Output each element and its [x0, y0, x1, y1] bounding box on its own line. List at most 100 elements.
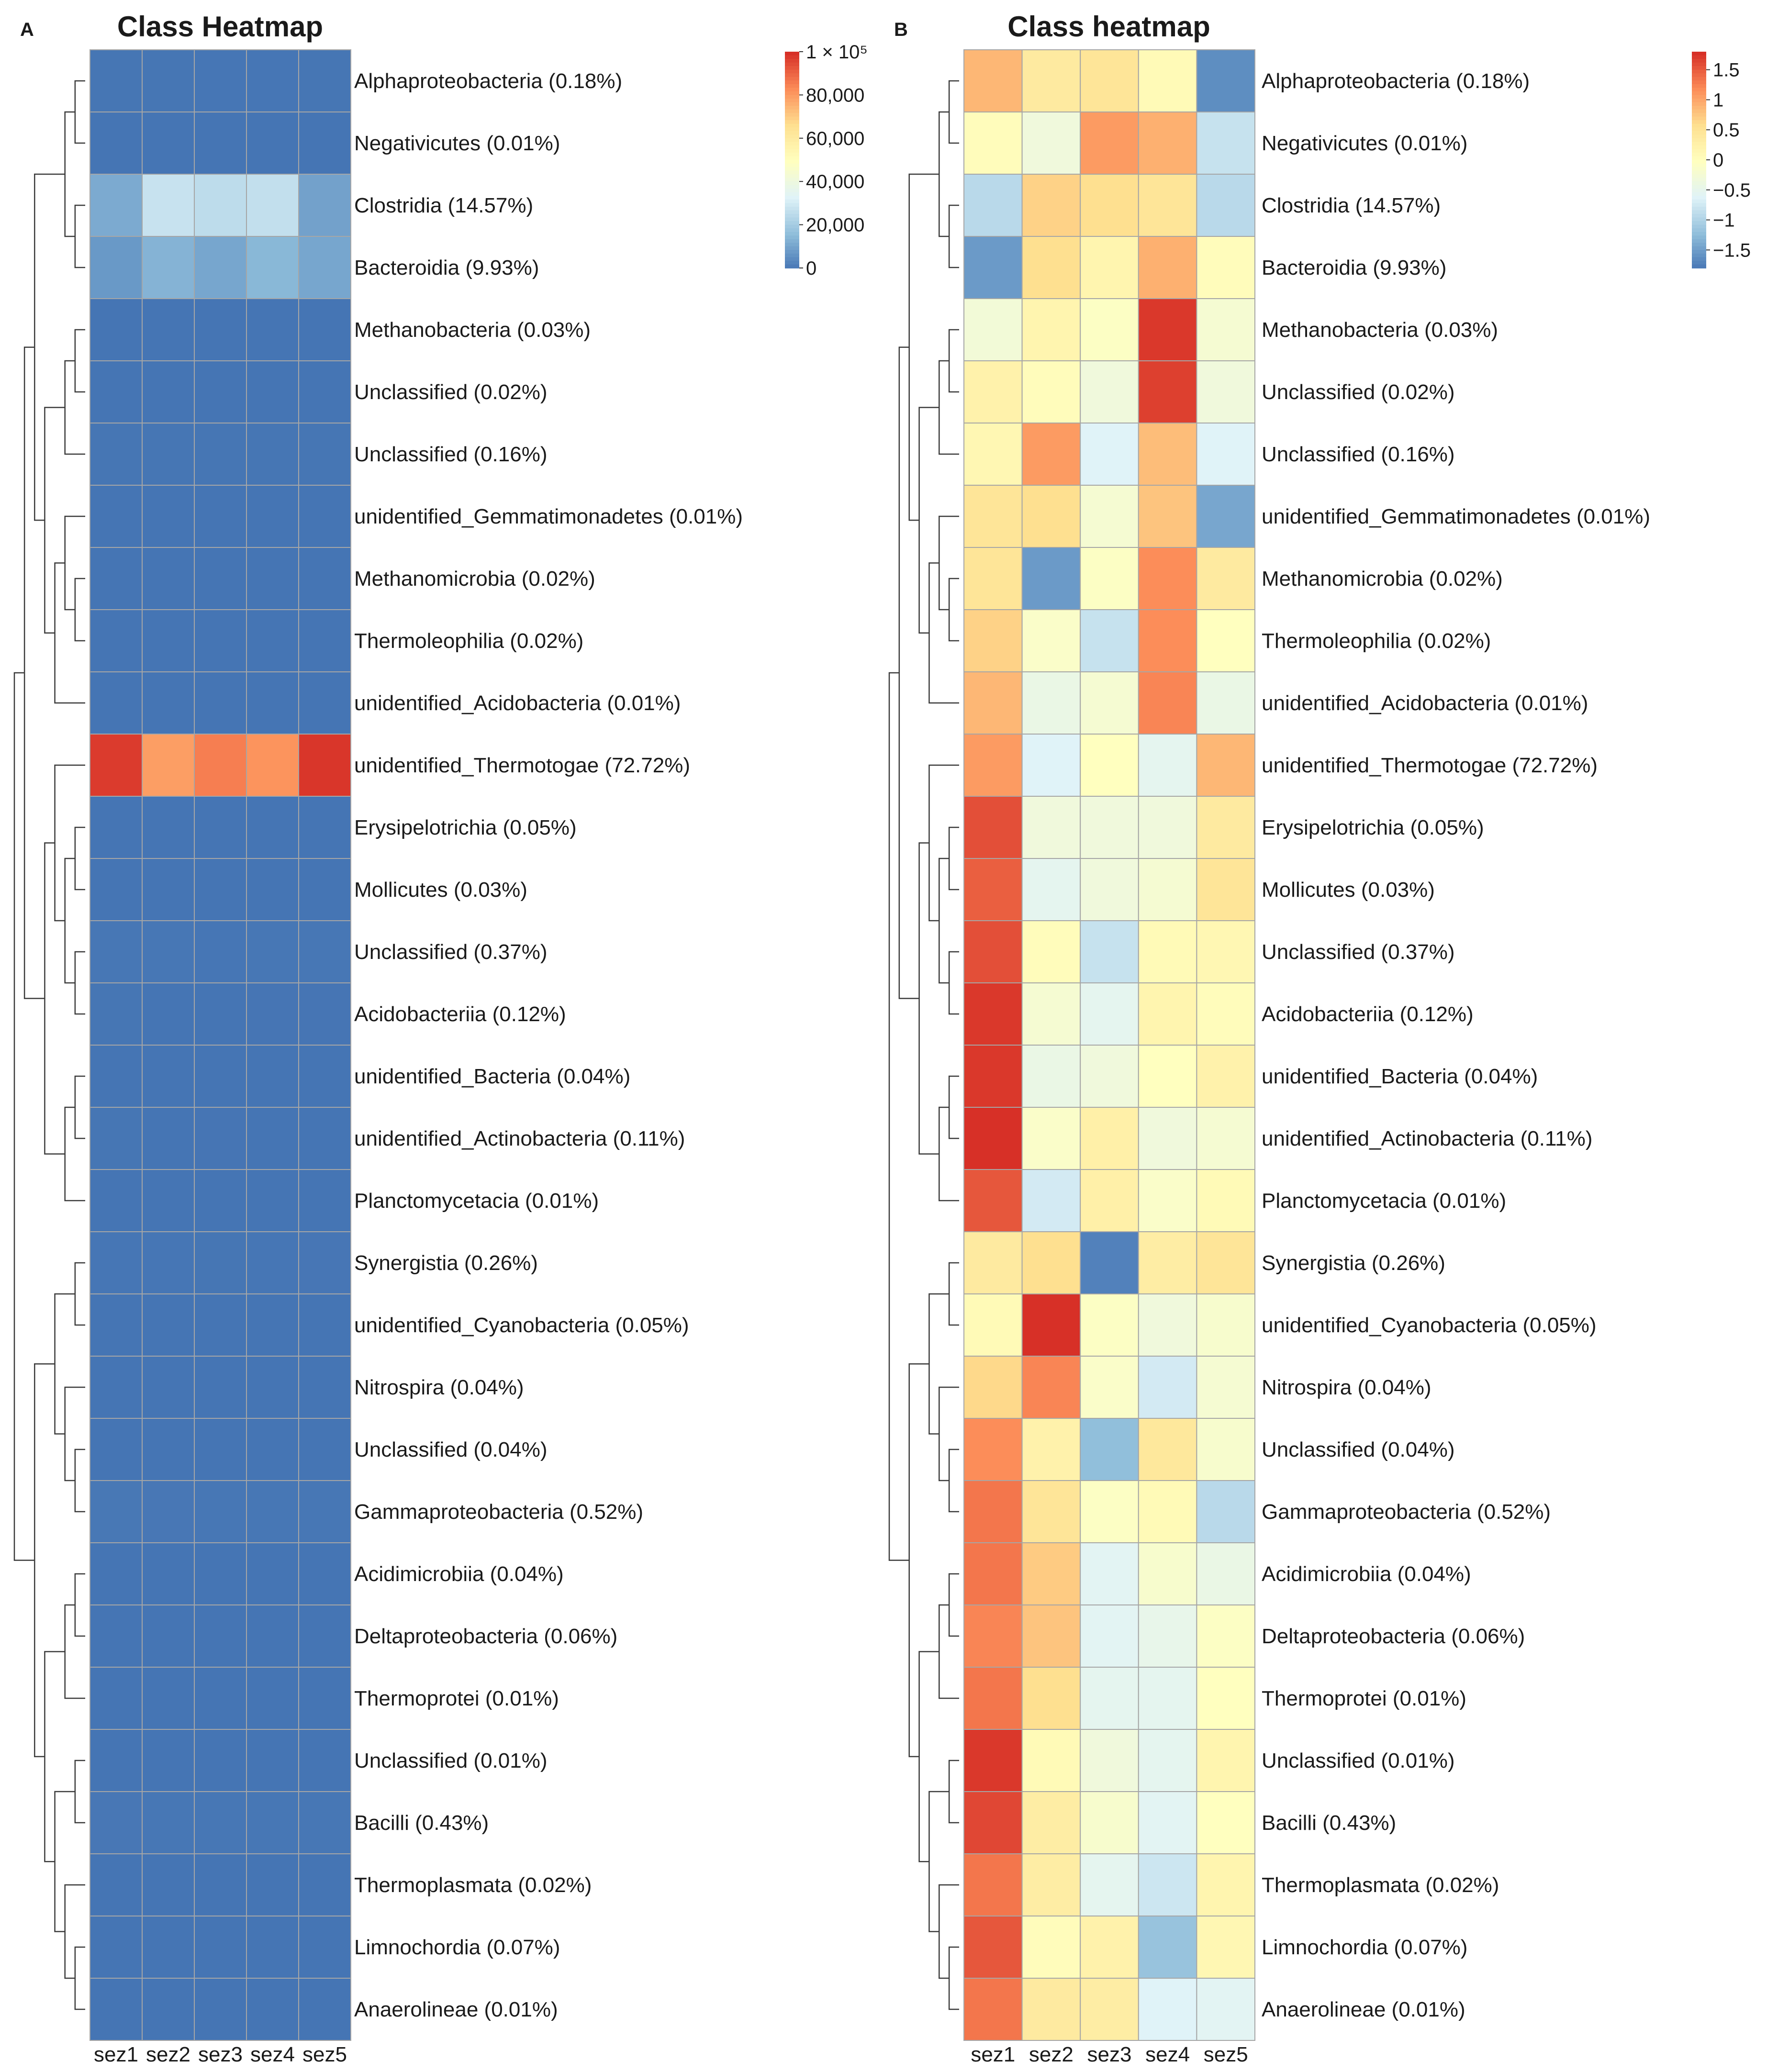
heatmap-cell: [142, 1480, 195, 1543]
heatmap-cell: [963, 298, 1023, 361]
heatmap-cell: [89, 982, 143, 1046]
heatmap-cell: [246, 1293, 299, 1357]
row-label: Thermoleophilia (0.02%): [1262, 629, 1491, 653]
heatmap-cell: [1138, 671, 1197, 735]
row-label: Methanobacteria (0.03%): [354, 318, 591, 342]
heatmap-cell: [246, 982, 299, 1046]
row-label: Unclassified (0.02%): [354, 380, 548, 404]
heatmap-cell: [298, 1231, 351, 1294]
heatmap-cell: [298, 1169, 351, 1232]
heatmap-cell: [1080, 1604, 1139, 1668]
heatmap-cell: [1080, 1107, 1139, 1170]
legend-gradient-step: [785, 196, 799, 200]
row-label: Nitrospira (0.04%): [1262, 1376, 1431, 1399]
heatmap-cell: [194, 174, 247, 237]
dendrogram-branch: [948, 1946, 959, 2010]
heatmap-cell: [1138, 49, 1197, 112]
heatmap-cell: [1196, 360, 1255, 423]
legend-gradient-step: [785, 260, 799, 265]
heatmap-cell: [142, 236, 195, 299]
row-label: Acidobacteriia (0.12%): [1262, 1003, 1474, 1026]
legend-gradient-step: [785, 91, 799, 96]
row-label: Bacilli (0.43%): [1262, 1811, 1396, 1835]
legend-gradient-step: [1692, 123, 1706, 128]
legend-gradient-step: [1692, 73, 1706, 78]
legend-gradient-step: [1692, 178, 1706, 182]
heatmap-cell: [1196, 1978, 1255, 2041]
heatmap-cell: [89, 547, 143, 610]
heatmap-cell: [246, 174, 299, 237]
heatmap-cell: [142, 1169, 195, 1232]
legend-gradient-step: [1692, 210, 1706, 214]
heatmap-cell: [298, 734, 351, 797]
row-label: Nitrospira (0.04%): [354, 1376, 524, 1399]
heatmap-cell: [246, 1604, 299, 1668]
row-label: Methanomicrobia (0.02%): [354, 567, 595, 590]
heatmap-cell: [89, 1916, 143, 1979]
heatmap-cell: [246, 423, 299, 486]
heatmap-cell: [1021, 982, 1081, 1046]
heatmap-cell: [1138, 1791, 1197, 1854]
heatmap-cell: [142, 734, 195, 797]
heatmap-cell: [1021, 1978, 1081, 2041]
row-label: Unclassified (0.02%): [1262, 380, 1455, 404]
legend-gradient-step: [785, 152, 799, 157]
panel-b-column-labels: sez1 sez2 sez3 sez4 sez5: [971, 2043, 1248, 2066]
heatmap-cell: [298, 360, 351, 423]
heatmap-cell: [298, 671, 351, 735]
heatmap-cell: [1138, 1853, 1197, 1916]
legend-gradient-step: [1692, 98, 1706, 103]
legend-gradient-step: [785, 250, 799, 254]
legend-gradient-step: [1692, 253, 1706, 258]
column-label: sez2: [1029, 2043, 1074, 2066]
legend-gradient-step: [785, 84, 799, 89]
heatmap-cell: [89, 174, 143, 237]
heatmap-cell: [1080, 1542, 1139, 1605]
heatmap-cell: [1196, 1231, 1255, 1294]
legend-gradient-step: [785, 174, 799, 178]
heatmap-cell: [194, 1542, 247, 1605]
heatmap-cell: [1021, 360, 1081, 423]
legend-gradient-step: [785, 88, 799, 92]
legend-tick-label: 1: [1713, 89, 1723, 111]
panel-a-row-labels: Alphaproteobacteria (0.18%) Negativicutes…: [354, 69, 743, 2021]
heatmap-cell: [246, 1418, 299, 1481]
heatmap-cell: [194, 1045, 247, 1108]
heatmap-cell: [1138, 796, 1197, 859]
heatmap-cell: [89, 236, 143, 299]
heatmap-cell: [194, 49, 247, 112]
heatmap-cell: [194, 734, 247, 797]
heatmap-cell: [298, 609, 351, 672]
legend-gradient-step: [785, 55, 799, 60]
legend-gradient-step: [1692, 109, 1706, 114]
heatmap-cell: [142, 1542, 195, 1605]
heatmap-cell: [194, 982, 247, 1046]
heatmap-cell: [1021, 1916, 1081, 1979]
heatmap-cell: [89, 609, 143, 672]
dendrogram-branch: [74, 1760, 85, 1824]
row-label: Thermoleophilia (0.02%): [354, 629, 583, 653]
dendrogram-branch: [948, 204, 959, 268]
heatmap-cell: [194, 609, 247, 672]
legend-gradient-step: [785, 138, 799, 143]
heatmap-cell: [298, 796, 351, 859]
heatmap-cell: [963, 174, 1023, 237]
dendrogram-branch: [54, 764, 85, 922]
legend-gradient-step: [785, 77, 799, 81]
heatmap-cell: [246, 1480, 299, 1543]
row-label: Planctomycetacia (0.01%): [354, 1189, 599, 1213]
legend-gradient-step: [785, 156, 799, 160]
panel-a-column-labels: sez1 sez2 sez3 sez4 sez5: [94, 2043, 347, 2066]
heatmap-cell: [142, 1293, 195, 1357]
heatmap-cell: [1021, 1231, 1081, 1294]
legend-gradient-step: [785, 106, 799, 110]
heatmap-cell: [1138, 1107, 1197, 1170]
row-label: unidentified_Actinobacteria (0.11%): [354, 1127, 685, 1150]
legend-gradient-step: [1692, 102, 1706, 106]
dendrogram-branch: [74, 826, 85, 891]
legend-gradient-step: [785, 131, 799, 135]
heatmap-cell: [194, 111, 247, 175]
heatmap-cell: [89, 298, 143, 361]
heatmap-cell: [194, 298, 247, 361]
row-label: Bacteroidia (9.93%): [1262, 256, 1446, 279]
